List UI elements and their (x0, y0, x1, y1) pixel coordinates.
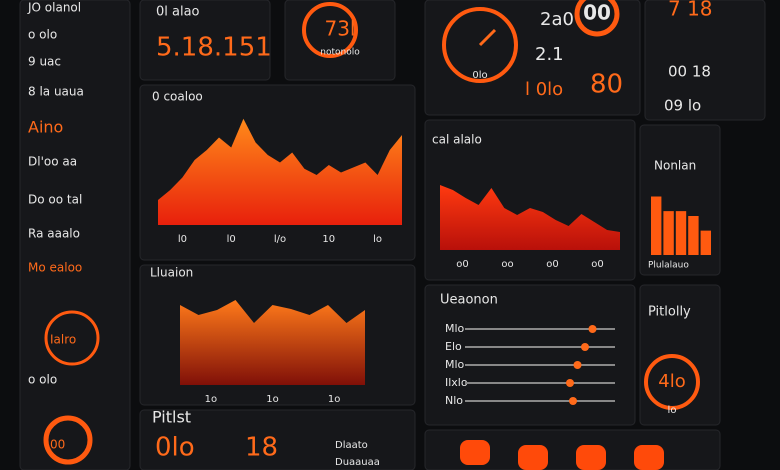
clock-label: 0lo (472, 70, 487, 81)
sidebar-item: o olo (28, 373, 57, 387)
sidebar-item: Mo ealoo (28, 261, 82, 275)
bottom-note: Dlaato (335, 440, 368, 451)
sidebar-item: Ialro (50, 333, 76, 347)
gauge-label: notonolo (320, 48, 360, 58)
slider-knob (573, 361, 582, 369)
bar (675, 211, 687, 255)
bottom-value: 0lo (155, 433, 195, 463)
x-tick-label: 1o (205, 394, 217, 405)
x-tick-label: l0 (227, 234, 236, 245)
sidebar-item: Do oo tal (28, 193, 82, 207)
slider-knob (569, 397, 577, 405)
chart-footer: Plulalauo (648, 261, 689, 271)
clock-label: l 0lo (525, 79, 563, 100)
area (158, 118, 402, 225)
x-tick-label: 1o (266, 394, 278, 405)
x-tick-label: l/o (274, 234, 286, 245)
x-tick-label: oo (501, 259, 513, 270)
stat-value: 5.18.151 (156, 33, 272, 63)
bar (651, 196, 662, 255)
slider-knob (566, 379, 574, 387)
area (440, 185, 620, 250)
chart-title: Nonlan (654, 159, 696, 173)
bar (663, 211, 674, 255)
big-value: 80 (590, 70, 623, 100)
chart-title: Ueaonon (440, 293, 498, 308)
sidebar-item: Dl'oo aa (28, 155, 77, 169)
sidebar-item: Ra aaalo (28, 227, 80, 241)
sidebar-item: 00 (50, 438, 65, 452)
bottom-title: Pitlst (152, 408, 191, 427)
sidebar-item: JO olanol (27, 1, 81, 15)
right-stat: 09 lo (664, 97, 701, 115)
gauge-value: 73l (324, 17, 355, 41)
gauge-value: 4lo (658, 371, 685, 392)
x-tick-label: 1o (328, 394, 340, 405)
x-tick-label: 10 (322, 234, 335, 245)
slider-label: Ilxlo (445, 376, 468, 389)
bar (700, 230, 711, 255)
x-tick-label: o0 (456, 259, 468, 270)
right-stat: 7 18 (668, 0, 713, 21)
chart-title: cal alalo (432, 133, 482, 147)
gauge-sub: lo (668, 405, 677, 416)
area (180, 300, 365, 385)
x-tick-label: lo (373, 234, 382, 245)
clock-label: 2.1 (535, 44, 564, 65)
chart-title: 0 coaloo (152, 90, 203, 104)
bottom-value: 18 (245, 433, 278, 463)
stat-label: 0l alao (156, 5, 200, 20)
clock-label: 2a0 (540, 9, 574, 30)
gauge-title: Pitlolly (648, 305, 691, 320)
slider-label: Nlo (445, 394, 463, 407)
slider-label: Mlo (445, 322, 465, 335)
slider-knob (588, 325, 597, 333)
x-tick-label: l0 (178, 234, 187, 245)
sidebar-item: o olo (28, 28, 57, 42)
sidebar-item: Aino (28, 118, 63, 137)
slider-label: Elo (445, 340, 462, 353)
chart-title: Lluaion (150, 266, 193, 280)
slider-knob (581, 343, 589, 351)
slider-label: Mlo (445, 358, 465, 371)
sidebar-item: 8 la uaua (28, 85, 84, 99)
right-stat: 00 18 (668, 63, 711, 81)
x-tick-label: o0 (546, 259, 558, 270)
bar (688, 216, 699, 255)
badge: 00 (583, 1, 611, 25)
bottom-note: Duaauaa (335, 457, 380, 468)
sidebar-item: 9 uac (28, 55, 61, 69)
x-tick-label: o0 (591, 259, 603, 270)
